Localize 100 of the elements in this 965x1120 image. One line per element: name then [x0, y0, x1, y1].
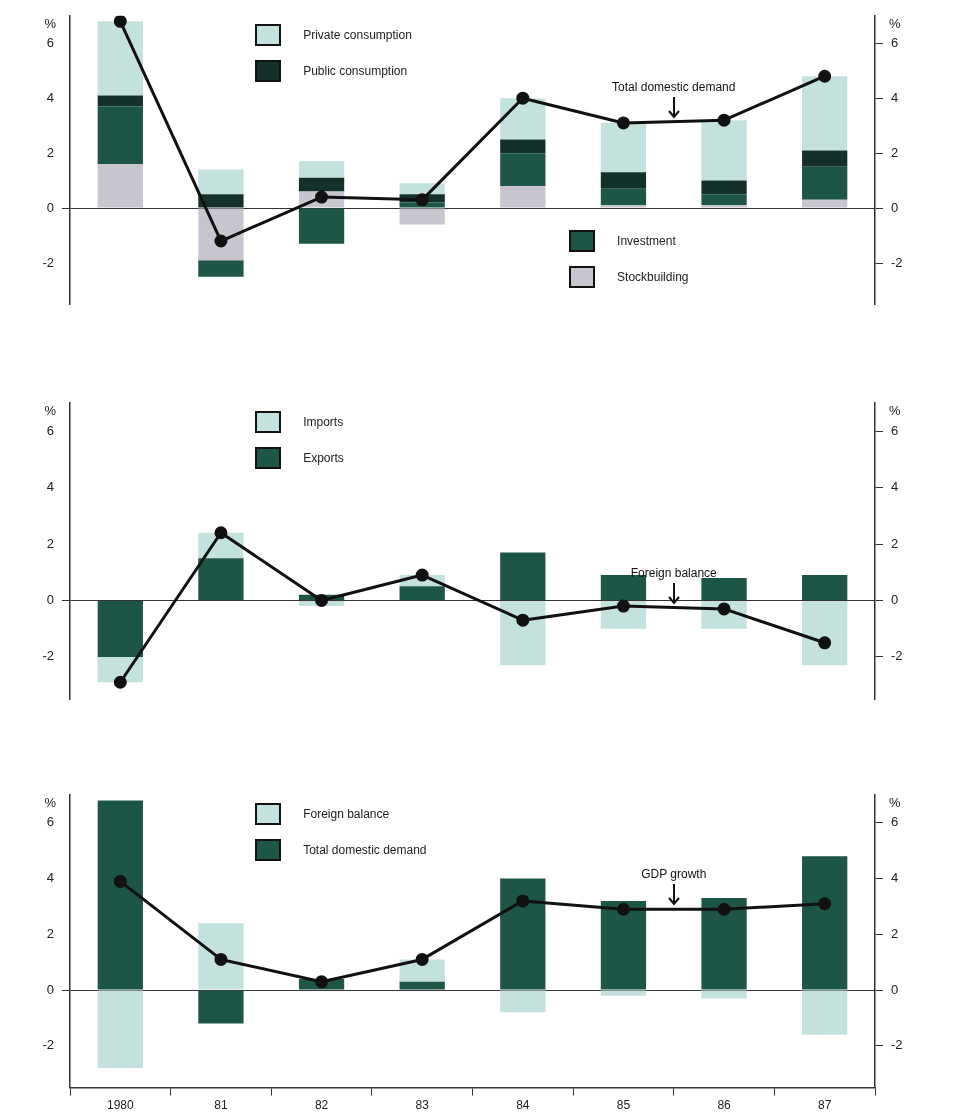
x-tick-label: 81	[214, 1098, 228, 1113]
x-tick-label: 85	[616, 1098, 631, 1113]
y-tick-label: 0	[46, 592, 54, 608]
point	[113, 874, 127, 888]
y-tick-label: -2	[42, 254, 54, 270]
bar	[600, 990, 647, 996]
y2-tick-label: 0	[891, 592, 899, 608]
bar	[802, 575, 848, 600]
bar	[97, 164, 143, 208]
bar	[198, 923, 244, 990]
y2-axis-title: %	[889, 15, 901, 31]
x-tick-label: 86	[717, 1098, 732, 1113]
bar	[600, 172, 647, 189]
bar	[198, 260, 244, 277]
bar	[600, 188, 647, 206]
y2-tick-label: 2	[891, 925, 899, 941]
y-axis-title: %	[44, 15, 57, 31]
y2-tick-label: 2	[891, 535, 899, 551]
point	[113, 675, 127, 689]
bar	[701, 194, 747, 206]
bar	[500, 600, 546, 666]
point	[315, 593, 329, 607]
point	[616, 902, 630, 916]
y-tick-label: 0	[46, 199, 54, 215]
point	[516, 613, 530, 627]
y-tick-label: 6	[46, 34, 54, 50]
bar	[97, 95, 143, 107]
bar	[97, 800, 143, 990]
y-tick-label: 6	[46, 814, 54, 830]
y2-tick-label: -2	[891, 254, 903, 270]
bar	[701, 577, 747, 600]
point	[113, 15, 127, 28]
bar	[198, 990, 244, 1024]
text: GDP growth	[641, 867, 707, 882]
point	[415, 193, 429, 207]
point	[214, 952, 228, 966]
bar	[701, 990, 747, 999]
point	[415, 568, 429, 582]
bar	[97, 600, 143, 657]
bar	[500, 878, 546, 990]
bar	[802, 600, 848, 666]
point	[214, 526, 228, 540]
x-tick-label: 87	[818, 1098, 832, 1113]
y2-tick-label: 6	[891, 422, 899, 438]
bar	[500, 552, 546, 600]
bar	[97, 106, 143, 165]
y-tick-label: 6	[46, 422, 54, 438]
series-label: Total domestic demand	[612, 79, 736, 94]
y-tick-label: 4	[46, 479, 54, 495]
bar	[198, 169, 244, 195]
y2-tick-label: 4	[891, 89, 899, 105]
legend-label: Foreign balance	[303, 807, 390, 821]
bar	[802, 150, 848, 167]
y2-tick-label: 4	[891, 870, 899, 886]
bar	[298, 161, 345, 178]
y-axis-title: %	[44, 795, 57, 811]
point	[818, 636, 832, 650]
legend-label: Imports	[303, 415, 344, 429]
bar	[802, 199, 848, 208]
bar	[500, 990, 546, 1013]
bar	[500, 139, 546, 154]
y2-tick-label: 0	[891, 199, 899, 215]
x-tick-label: 1980	[106, 1098, 134, 1113]
y2-axis-title: %	[889, 795, 901, 811]
y2-tick-label: 6	[891, 34, 899, 50]
y2-tick-label: 2	[891, 144, 899, 160]
point	[717, 902, 731, 916]
bar	[701, 205, 747, 208]
y2-tick-label: 0	[891, 981, 899, 997]
legend-label: Private consumption	[303, 27, 412, 42]
bar	[802, 166, 848, 200]
point	[516, 91, 530, 105]
point	[616, 116, 630, 130]
point	[717, 113, 731, 127]
y-tick-label: -2	[42, 648, 54, 664]
point	[818, 897, 832, 911]
y-tick-label: 2	[46, 535, 54, 551]
bar	[802, 76, 848, 151]
bar	[500, 153, 546, 187]
y2-tick-label: -2	[891, 1037, 903, 1053]
bar	[198, 194, 244, 208]
y-tick-label: 4	[46, 89, 54, 105]
y-tick-label: 2	[46, 925, 54, 941]
legend-label: Total domestic demand	[303, 843, 427, 857]
x-tick-label: 84	[516, 1098, 530, 1113]
bar	[701, 120, 747, 181]
y2-axis-title: %	[889, 403, 901, 419]
point	[818, 69, 832, 83]
y2-tick-label: 4	[891, 479, 899, 495]
bar	[298, 177, 345, 192]
y-axis-title: %	[44, 403, 57, 419]
bar	[500, 186, 546, 208]
bar	[298, 208, 345, 244]
y-tick-label: 4	[46, 870, 54, 886]
legend-label: Investment	[617, 234, 676, 249]
point	[516, 894, 530, 908]
legend-label: Exports	[303, 451, 344, 465]
point	[415, 952, 429, 966]
y2-tick-label: -2	[891, 648, 903, 664]
bar	[97, 990, 143, 1069]
